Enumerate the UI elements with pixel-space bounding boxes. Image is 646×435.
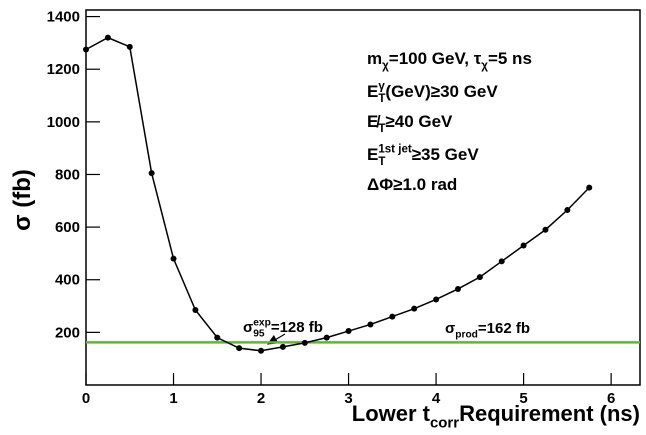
annotation: σ <box>445 320 455 337</box>
x-tick-label: 3 <box>344 390 352 407</box>
data-point <box>126 43 133 50</box>
data-point <box>83 46 89 53</box>
y-tick-label: 800 <box>55 166 80 183</box>
y-tick-label: 1000 <box>47 114 80 131</box>
annotation: E <box>367 145 378 164</box>
x-axis-title: Lower t <box>352 401 431 426</box>
y-tick-label: 200 <box>55 324 80 341</box>
data-point <box>476 274 483 281</box>
annotation: ≥40 GeV <box>385 112 453 131</box>
data-point <box>214 334 221 341</box>
data-point <box>323 334 330 341</box>
data-point <box>301 339 308 346</box>
annotation: T <box>378 93 385 105</box>
data-point <box>236 345 243 352</box>
annotation: γ <box>378 80 385 92</box>
annotation: (GeV)≥30 GeV <box>385 82 498 101</box>
annotation: =162 fb <box>478 320 530 337</box>
y-axis-title: σ (fb) <box>9 169 36 231</box>
x-tick-label: 4 <box>432 390 441 407</box>
annotation: ≥35 GeV <box>412 145 480 164</box>
annotation: T <box>378 156 385 168</box>
data-point <box>542 226 549 233</box>
x-tick-label: 2 <box>257 390 265 407</box>
annotation: ΔΦ≥1.0 rad <box>367 175 457 194</box>
annotation: exp <box>253 317 271 328</box>
data-point <box>520 242 527 249</box>
data-point <box>148 170 155 177</box>
annotation: =100 GeV, τ <box>389 49 482 68</box>
annotation: 95 <box>253 329 265 340</box>
y-tick-label: 1200 <box>47 61 80 78</box>
annotation: m <box>367 49 382 68</box>
annotation: prod <box>455 330 478 341</box>
data-line <box>85 36 590 352</box>
x-tick-label: 6 <box>607 390 615 407</box>
data-point <box>345 328 352 335</box>
data-point <box>279 343 286 350</box>
x-tick-label: 5 <box>519 390 527 407</box>
annotation: E̸ <box>367 112 381 131</box>
data-point <box>586 184 593 191</box>
data-point <box>454 285 461 292</box>
annotation: σ <box>243 319 253 336</box>
data-point <box>367 321 374 328</box>
annotation: 1st jet <box>378 143 412 155</box>
y-tick-label: 600 <box>55 219 80 236</box>
annotation: =5 ns <box>488 49 532 68</box>
data-point <box>170 255 177 262</box>
data-point <box>192 307 199 313</box>
plot-frame <box>85 9 641 386</box>
annotation: χ <box>382 60 389 72</box>
y-tick-label: 400 <box>55 272 80 289</box>
annotation: E <box>367 82 378 101</box>
x-axis-title: Requirement (ns) <box>459 401 640 426</box>
x-tick-label: 1 <box>169 390 177 407</box>
data-point <box>564 207 571 213</box>
y-tick-label: 1400 <box>47 9 80 26</box>
data-point <box>389 313 396 320</box>
data-point <box>411 305 418 312</box>
data-point <box>104 34 111 41</box>
x-tick-label: 0 <box>82 390 90 407</box>
annotation: T <box>378 123 385 135</box>
data-point <box>498 258 505 265</box>
data-point <box>433 296 440 303</box>
annotation: =128 fb <box>271 319 323 336</box>
x-axis-title: corr <box>430 415 459 432</box>
annotation: χ <box>481 60 488 72</box>
data-point <box>258 347 265 354</box>
